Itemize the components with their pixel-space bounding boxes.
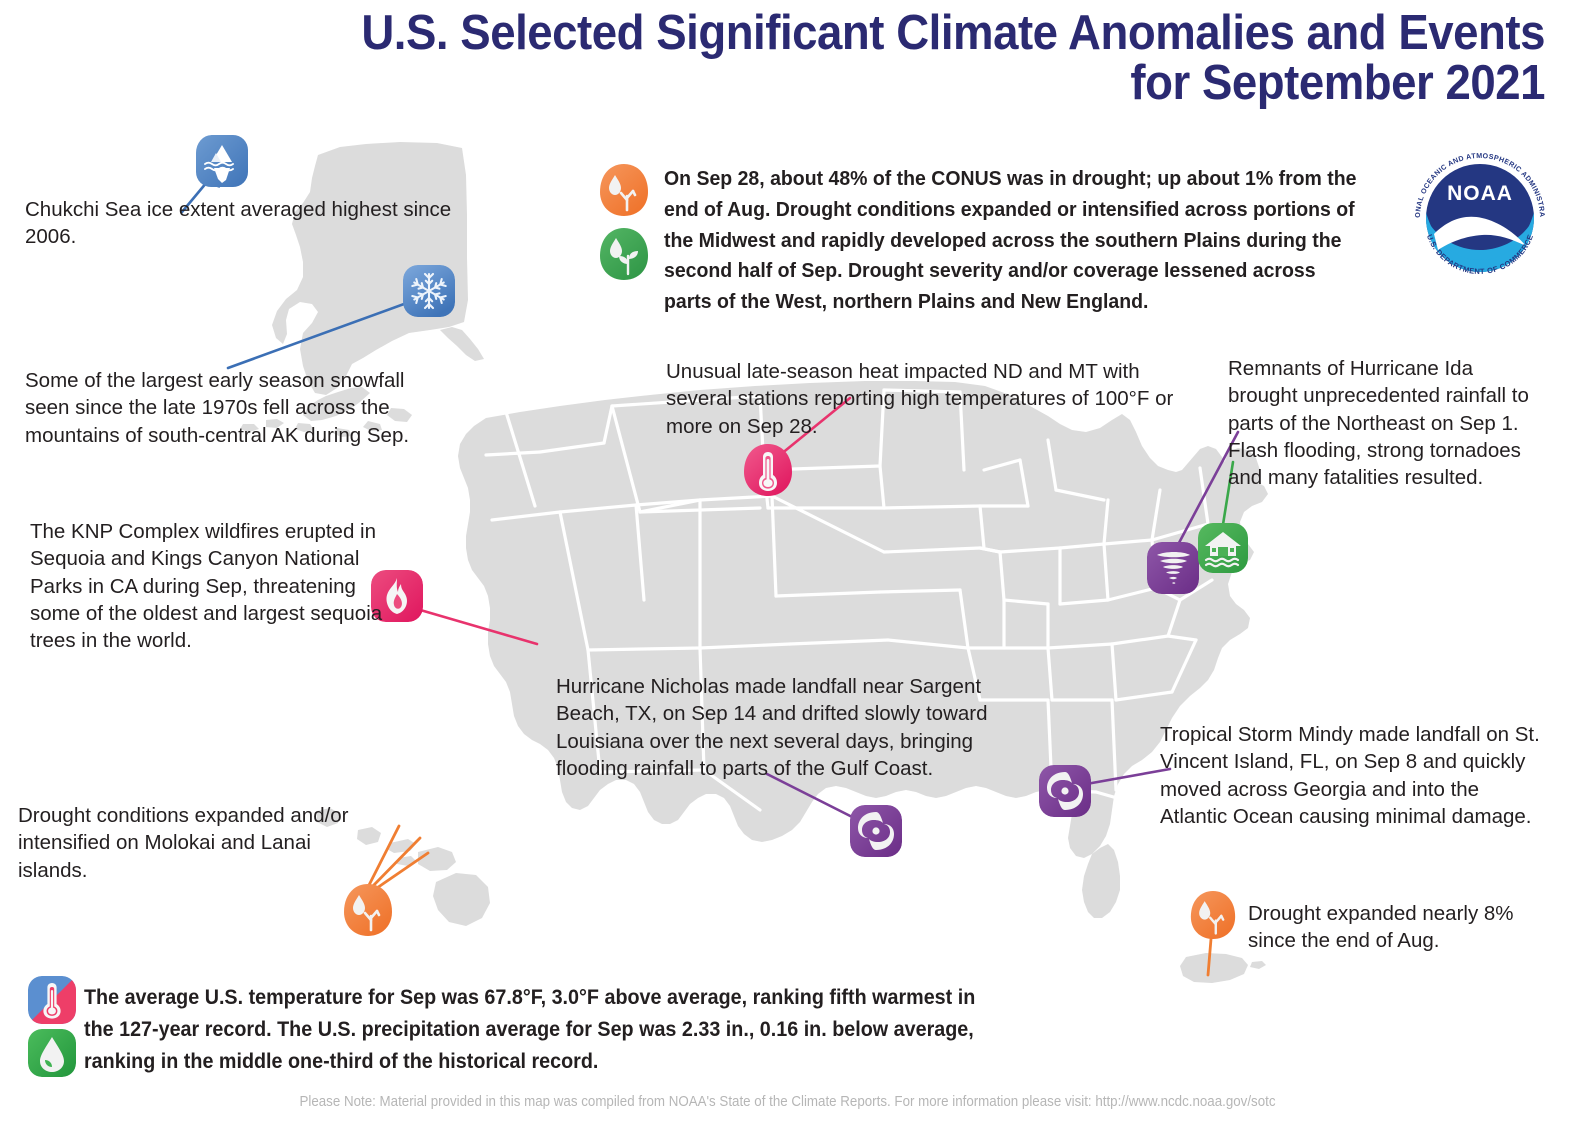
hurricane-icon-nicholas [850,805,902,857]
callout-nd-mt-heat: Unusual late-season heat impacted ND and… [666,360,1174,438]
vegetation-icon [598,226,650,282]
callout-hawaii-drought: Drought conditions expanded and/or inten… [18,804,349,882]
footer-note: Please Note: Material provided in this m… [299,1094,1276,1110]
precipitation-drop-icon [28,1029,76,1077]
puerto-rico [1180,953,1248,983]
callout-knp-wildfires: The KNP Complex wildfires erupted in Seq… [30,520,383,652]
page-title: U.S. Selected Significant Climate Anomal… [0,8,1545,109]
vieques [1250,961,1266,969]
alaska-southeast [440,327,484,361]
callout-tropical-storm-mindy: Tropical Storm Mindy made landfall on St… [1160,723,1540,828]
alaska-island-c [363,421,382,431]
iceberg-icon [196,135,252,199]
page-title-line-1: U.S. Selected Significant Climate Anomal… [361,6,1545,60]
callout-hurricane-nicholas: Hurricane Nicholas made landfall near Sa… [556,675,988,780]
thermometer-icon [742,442,794,498]
alaska-landmass [272,142,468,395]
svg-text:NOAA: NOAA [1447,182,1513,205]
summary-statement: The average U.S. temperature for Sep was… [84,986,976,1073]
callout-conus-drought: On Sep 28, about 48% of the CONUS was in… [664,167,1357,313]
leader-ida-tornado [1170,430,1240,558]
flood-icon [1198,523,1248,573]
drought-icon-puerto-rico [1189,889,1237,941]
page-title-line-2: for September 2021 [1130,56,1545,111]
conus-landmass [458,381,1268,858]
noaa-logo: NOAA NATIONAL OCEANIC AND ATMOSPHERIC AD… [1401,136,1556,294]
florida-peninsula [1082,844,1120,918]
state-boundaries [484,388,1220,812]
alaska-peninsula [303,387,370,421]
leader-chukchi [180,180,209,214]
alaska-island-b [333,428,352,437]
leader-hawaii-1 [364,824,401,893]
fire-icon [371,570,423,622]
callout-chukchi-sea-ice: Chukchi Sea ice extent averaged highest … [25,198,452,249]
hawaii-bigisland [433,873,490,926]
alaska-island-a [295,423,314,432]
hawaii-kauai [317,808,339,827]
snowflake-icon [403,265,455,317]
callout-hurricane-ida: Remnants of Hurricane Ida brought unprec… [1228,357,1529,489]
kodiak [387,408,412,422]
leader-ak-snow [226,302,406,370]
drought-icon-hawaii [342,882,394,938]
drought-icon [598,162,650,218]
aleutian-2 [240,424,259,432]
hawaii-oahu [357,827,381,845]
maine [1224,448,1260,492]
leader-wildfire [408,605,539,646]
thermometer-split-icon [28,976,76,1024]
callout-alaska-snowfall: Some of the largest early season snowfal… [25,369,410,447]
leader-hawaii-2 [368,836,422,891]
hurricane-icon-mindy [1039,765,1091,817]
aleutian-1 [266,419,284,428]
tornado-icon [1147,542,1199,594]
leader-hawaii-3 [372,851,430,892]
leader-heat [773,396,852,461]
callout-puerto-rico-drought: Drought expanded nearly 8% since the end… [1248,902,1514,953]
